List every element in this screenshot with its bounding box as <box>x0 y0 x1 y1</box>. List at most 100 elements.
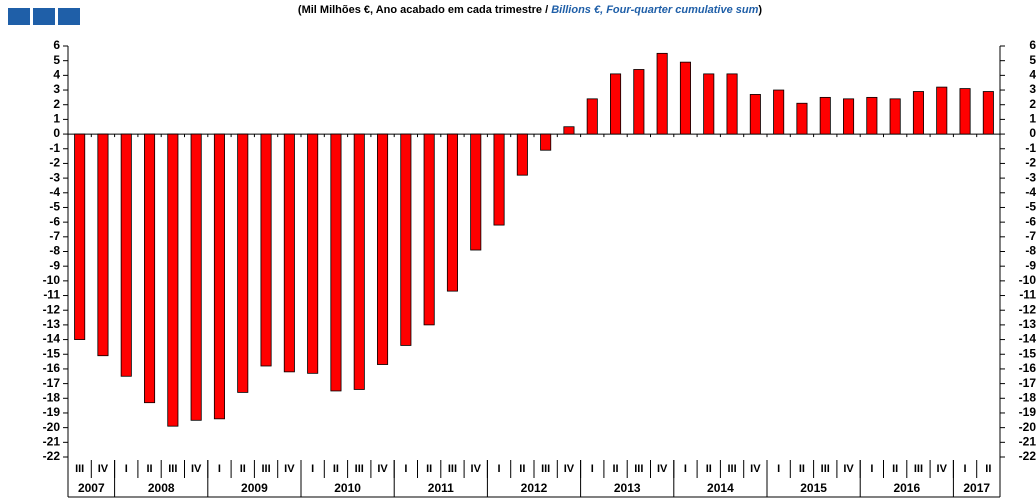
y2-tick-label: -5 <box>1025 200 1036 214</box>
bar <box>307 133 319 374</box>
y-tick-label: -9 <box>49 258 60 272</box>
y-tick-label: 1 <box>53 112 60 126</box>
y-tick-label: -21 <box>43 434 61 448</box>
year-label: 2010 <box>334 481 361 495</box>
y2-tick-label: -7 <box>1025 229 1036 243</box>
y2-tick-label: -4 <box>1025 185 1036 199</box>
bar <box>190 133 202 421</box>
bar <box>167 133 179 427</box>
bar <box>213 133 225 420</box>
y2-tick-label: 5 <box>1029 53 1036 67</box>
y-tick-label: -17 <box>43 376 61 390</box>
x-tick-label: I <box>777 463 780 475</box>
bar <box>773 89 785 135</box>
y-tick-label: 3 <box>53 82 60 96</box>
x-tick-label: IV <box>564 463 575 475</box>
y2-tick-label: -18 <box>1019 390 1036 404</box>
x-tick-label: II <box>985 463 991 475</box>
x-tick-label: II <box>612 463 618 475</box>
bar <box>353 133 365 390</box>
bar <box>330 133 342 392</box>
y-tick-label: 4 <box>53 68 60 82</box>
bar <box>516 133 528 176</box>
y-tick-label: -10 <box>43 273 61 287</box>
title-close: ) <box>758 4 762 16</box>
year-label: 2013 <box>614 481 641 495</box>
x-tick-label: I <box>311 463 314 475</box>
y-tick-label: -2 <box>49 156 60 170</box>
y2-tick-label: 3 <box>1029 82 1036 96</box>
y-tick-label: 6 <box>53 38 60 52</box>
x-tick-label: IV <box>377 463 388 475</box>
y-tick-label: -13 <box>43 317 61 331</box>
x-tick-label: IV <box>750 463 761 475</box>
y2-tick-label: -6 <box>1025 214 1036 228</box>
x-tick-label: II <box>799 463 805 475</box>
x-tick-label: III <box>75 463 84 475</box>
x-tick-label: III <box>541 463 550 475</box>
bar <box>959 88 971 135</box>
y2-tick-label: -21 <box>1019 434 1036 448</box>
bar <box>586 98 598 135</box>
y-tick-label: -15 <box>43 346 61 360</box>
bar <box>866 96 878 135</box>
bar <box>656 52 668 135</box>
y2-tick-label: -15 <box>1019 346 1036 360</box>
year-label: 2009 <box>241 481 268 495</box>
y-tick-label: -18 <box>43 390 61 404</box>
bar <box>703 73 715 135</box>
bar <box>912 91 924 135</box>
y-tick-label: -1 <box>49 141 60 155</box>
bar <box>97 133 109 357</box>
bar <box>610 73 622 135</box>
x-tick-label: I <box>964 463 967 475</box>
bar <box>726 73 738 135</box>
y2-tick-label: 1 <box>1029 112 1036 126</box>
y2-tick-label: -20 <box>1019 420 1036 434</box>
x-tick-label: III <box>355 463 364 475</box>
bar <box>283 133 295 373</box>
x-tick-label: I <box>218 463 221 475</box>
chart-title: (Mil Milhões €, Ano acabado em cada trim… <box>298 4 763 16</box>
bar <box>982 91 994 135</box>
y-tick-label: -3 <box>49 170 60 184</box>
bar <box>260 133 272 367</box>
y-tick-label: 5 <box>53 53 60 67</box>
y2-tick-label: -11 <box>1019 288 1036 302</box>
bar <box>423 133 435 326</box>
y-tick-label: -4 <box>49 185 60 199</box>
x-tick-label: IV <box>284 463 295 475</box>
y-tick-label: -12 <box>43 302 61 316</box>
x-tick-label: I <box>125 463 128 475</box>
year-label: 2007 <box>78 481 105 495</box>
x-tick-label: III <box>448 463 457 475</box>
x-tick-label: IV <box>843 463 854 475</box>
bar <box>400 133 412 346</box>
title-en: Billions €, Four-quarter cumulative sum <box>551 4 758 16</box>
bar <box>493 133 505 226</box>
bar <box>540 133 552 151</box>
y-tick-label: 2 <box>53 97 60 111</box>
bar <box>470 133 482 251</box>
x-tick-label: IV <box>98 463 109 475</box>
x-tick-label: IV <box>937 463 948 475</box>
bar <box>74 133 86 340</box>
year-label: 2012 <box>521 481 548 495</box>
y-tick-label: -6 <box>49 214 60 228</box>
x-tick-label: III <box>821 463 830 475</box>
year-label: 2017 <box>963 481 990 495</box>
year-label: 2014 <box>707 481 734 495</box>
y2-tick-label: -14 <box>1019 332 1036 346</box>
x-tick-label: II <box>706 463 712 475</box>
bar <box>446 133 458 292</box>
x-tick-label: II <box>426 463 432 475</box>
x-tick-label: II <box>892 463 898 475</box>
y2-tick-label: -2 <box>1025 156 1036 170</box>
bar <box>749 94 761 135</box>
x-tick-label: III <box>168 463 177 475</box>
y-tick-label: -7 <box>49 229 60 243</box>
x-tick-label: II <box>146 463 152 475</box>
x-tick-label: I <box>684 463 687 475</box>
y-tick-label: -16 <box>43 361 61 375</box>
